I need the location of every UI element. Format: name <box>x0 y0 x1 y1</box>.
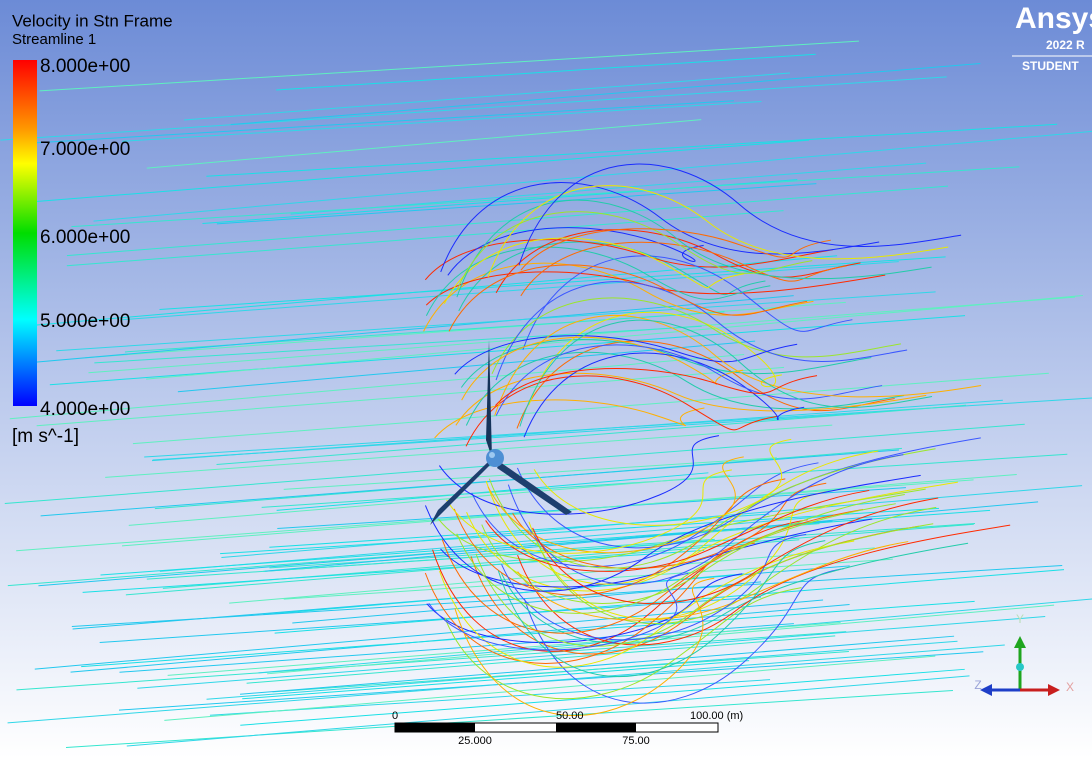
scale-label: 100.00 (m) <box>690 710 743 722</box>
axis-z-label: Z <box>974 678 981 692</box>
logo-version: 2022 R <box>1046 38 1085 52</box>
axis-x-label: X <box>1066 680 1074 694</box>
viewport: Velocity in Stn Frame Streamline 1 8.000… <box>0 0 1092 758</box>
legend-unit: [m s^-1] <box>12 426 79 447</box>
logo-brand: Ansys <box>1015 2 1092 35</box>
background <box>0 0 1092 758</box>
scale-label: 50.00 <box>556 710 584 722</box>
legend-label: 4.000e+00 <box>40 399 130 420</box>
legend-label: 6.000e+00 <box>40 227 130 248</box>
legend-label: 7.000e+00 <box>40 139 130 160</box>
scale-label: 0 <box>392 710 398 722</box>
legend-label: 8.000e+00 <box>40 56 130 77</box>
scale-label: 25.000 <box>458 735 492 747</box>
scale-bar <box>395 723 718 732</box>
legend-title: Velocity in Stn Frame <box>12 11 173 30</box>
scale-label: 75.00 <box>622 735 650 747</box>
axis-y-label: Y <box>1016 612 1024 626</box>
color-bar <box>13 60 37 406</box>
legend-subtitle: Streamline 1 <box>12 31 96 48</box>
legend-label: 5.000e+00 <box>40 311 130 332</box>
logo-edition: STUDENT <box>1022 59 1079 73</box>
